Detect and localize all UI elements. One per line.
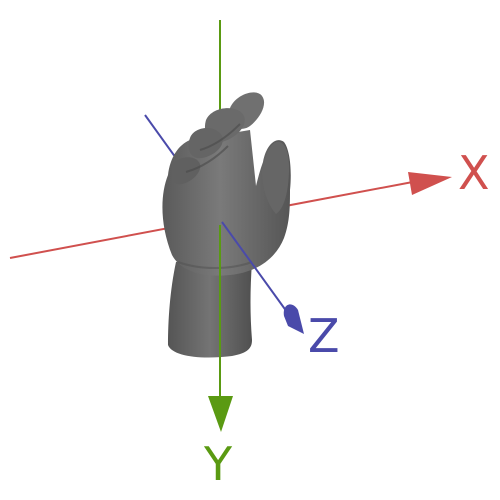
hand-knuckle-shade [185,123,241,173]
hand-thumb [262,141,290,214]
z-axis-line-front [221,221,288,313]
z-axis-label: Z [308,309,340,363]
z-axis-arrowhead[interactable] [283,304,304,334]
hand-forearm [168,262,252,358]
hand-finger-4 [172,157,201,185]
x-axis-arrowhead[interactable] [408,172,452,195]
hand-wrist-shade [177,261,253,269]
hand-model[interactable] [162,92,291,358]
y-axis-arrowhead[interactable] [208,396,233,432]
y-axis-label: Y [203,437,233,491]
hand-finger-3 [188,127,223,159]
x-axis-label: X [458,146,490,200]
